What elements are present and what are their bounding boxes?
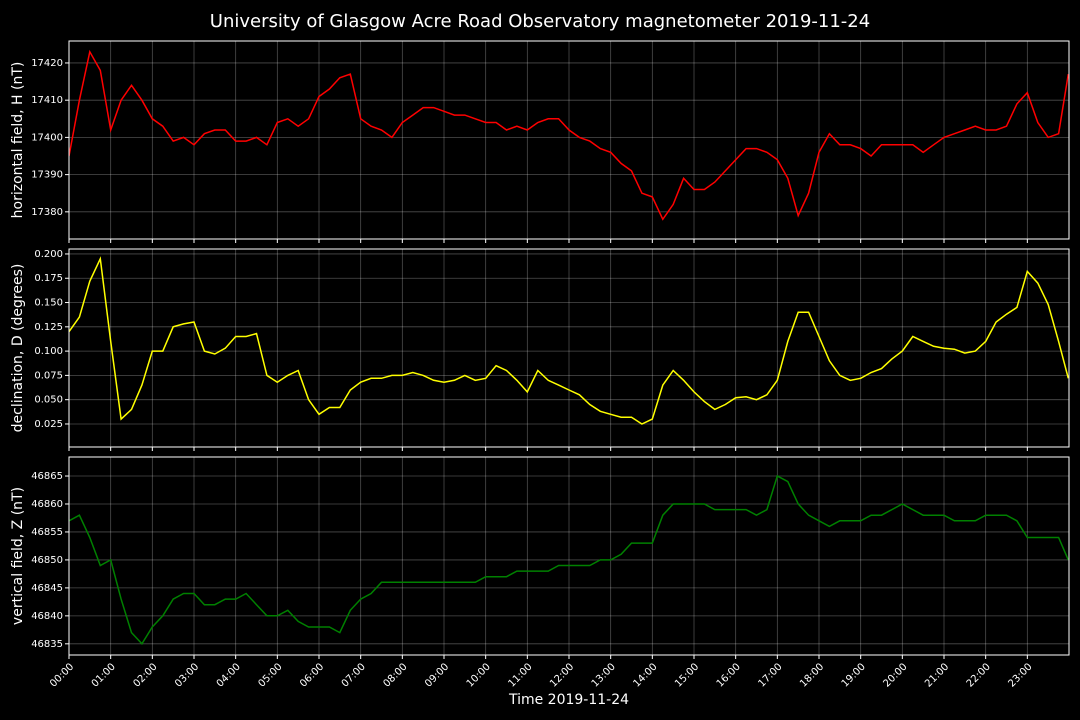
x-tick-label: 18:00 (798, 661, 826, 689)
x-tick-label: 14:00 (631, 661, 659, 689)
y-tick-label: 17380 (31, 207, 63, 218)
y-tick-label: 46840 (31, 611, 63, 622)
y-tick-label: 0.125 (34, 322, 63, 333)
x-tick-label: 03:00 (173, 661, 201, 689)
y-tick-label: 46850 (31, 555, 63, 566)
data-line (69, 49, 1069, 221)
y-axis-label: declination, D (degrees) (10, 264, 26, 433)
y-tick-label: 17410 (31, 95, 63, 106)
y-axis-label: horizontal field, H (nT) (10, 62, 26, 219)
x-tick-label: 23:00 (1006, 661, 1034, 689)
plot-area (69, 457, 1069, 655)
x-tick-label: 06:00 (298, 661, 326, 689)
x-tick-label: 10:00 (465, 661, 493, 689)
x-tick-label: 11:00 (506, 661, 534, 689)
y-tick-label: 0.200 (34, 249, 63, 260)
plot-frame (68, 248, 1070, 448)
x-tick-label: 22:00 (965, 661, 993, 689)
x-tick-label: 07:00 (340, 661, 368, 689)
x-tick-label: 01:00 (90, 661, 118, 689)
chart-title: University of Glasgow Acre Road Observat… (210, 11, 870, 32)
y-tick-label: 0.175 (34, 273, 63, 284)
y-tick-label: 46860 (31, 499, 63, 510)
x-tick-label: 15:00 (673, 661, 701, 689)
y-tick-label: 46835 (31, 639, 63, 650)
y-tick-label: 0.100 (34, 346, 63, 357)
x-tick-label: 20:00 (881, 661, 909, 689)
x-tick-label: 04:00 (215, 661, 243, 689)
x-tick-label: 08:00 (381, 661, 409, 689)
y-tick-label: 0.025 (34, 419, 63, 430)
x-tick-label: 00:00 (48, 661, 76, 689)
y-tick-label: 17390 (31, 170, 63, 181)
y-tick-label: 0.075 (34, 370, 63, 381)
x-tick-label: 21:00 (923, 661, 951, 689)
y-tick-label: 46865 (31, 471, 63, 482)
plot-frame (68, 40, 1070, 240)
x-tick-label: 12:00 (548, 661, 576, 689)
x-axis-label: Time 2019-11-24 (508, 692, 629, 708)
x-tick-label: 16:00 (715, 661, 743, 689)
x-tick-label: 17:00 (756, 661, 784, 689)
data-line (69, 474, 1069, 646)
y-tick-label: 17420 (31, 58, 63, 69)
y-tick-label: 46855 (31, 527, 63, 538)
data-line (69, 256, 1069, 425)
y-tick-label: 46845 (31, 583, 63, 594)
plot-area (69, 249, 1069, 447)
y-tick-label: 17400 (31, 132, 63, 143)
y-tick-label: 0.050 (34, 395, 63, 406)
y-axis-label: vertical field, Z (nT) (10, 487, 26, 625)
y-tick-label: 0.150 (34, 298, 63, 309)
x-tick-label: 13:00 (590, 661, 618, 689)
x-tick-label: 09:00 (423, 661, 451, 689)
x-tick-label: 02:00 (131, 661, 159, 689)
plot-frame (68, 456, 1070, 656)
x-tick-label: 19:00 (840, 661, 868, 689)
x-tick-label: 05:00 (256, 661, 284, 689)
